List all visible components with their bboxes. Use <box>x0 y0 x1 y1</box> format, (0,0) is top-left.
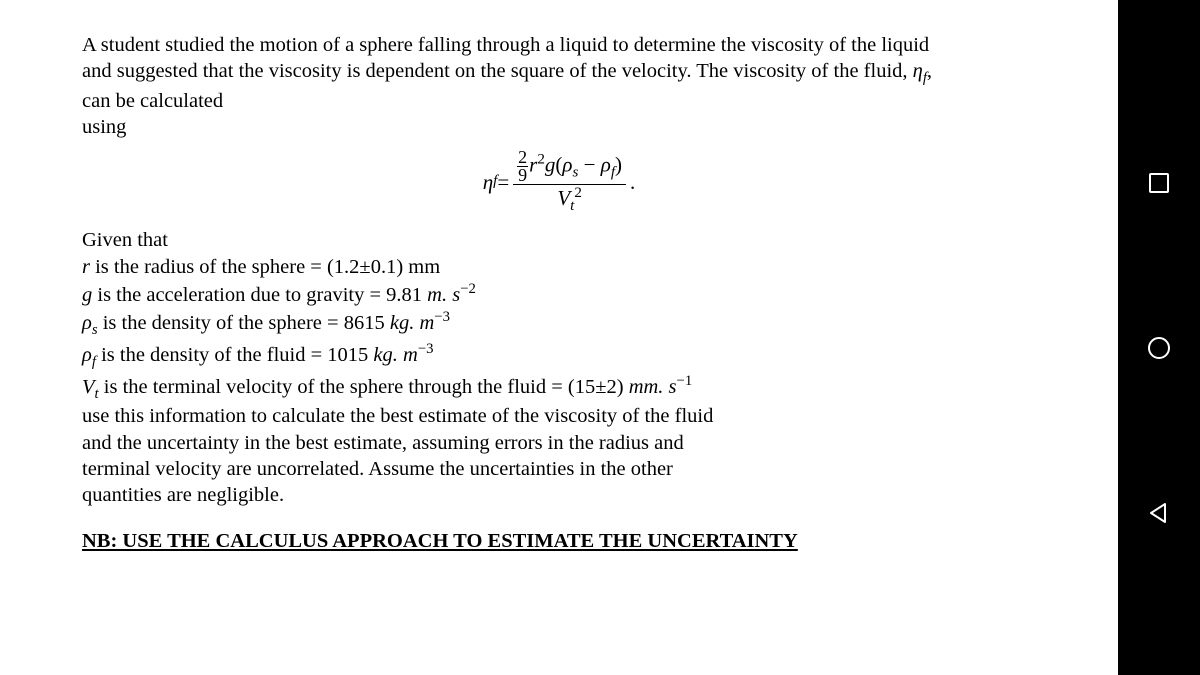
viscosity-formula: ηf = 2 9 r2g(ρs − ρf) Vt2 . <box>82 149 1036 216</box>
formula-rho-s: ρ <box>562 152 572 176</box>
given-use2: and the uncertainty in the best estimate… <box>82 430 1036 456</box>
given-vt-text: is the terminal velocity of the sphere t… <box>99 375 629 397</box>
formula-V: V <box>557 186 570 210</box>
given-ps-sym: ρ <box>82 312 92 334</box>
given-g-text: is the acceleration due to gravity = 9.8… <box>92 284 427 306</box>
two-ninths: 2 9 <box>517 149 528 184</box>
two-ninths-den: 9 <box>517 167 528 184</box>
given-g: g is the acceleration due to gravity = 9… <box>82 280 1036 308</box>
formula-period: . <box>630 169 635 196</box>
given-use4: quantities are negligible. <box>82 482 1036 508</box>
given-ps-unit: kg. m <box>390 312 434 334</box>
home-button[interactable] <box>1147 336 1171 360</box>
given-vt-sym: V <box>82 375 95 397</box>
intro-line1: A student studied the motion of a sphere… <box>82 34 929 56</box>
given-vt-unit-sup: −1 <box>677 373 693 389</box>
given-ps-text: is the density of the sphere = 8615 <box>98 312 390 334</box>
given-r: r is the radius of the sphere = (1.2±0.1… <box>82 254 1036 280</box>
formula-numerator: 2 9 r2g(ρs − ρf) <box>513 149 626 185</box>
given-g-unit: m. s <box>427 284 460 306</box>
formula-equals: = <box>497 169 509 196</box>
intro-line2-pre: and suggested that the viscosity is depe… <box>82 60 913 82</box>
eta-symbol: η <box>913 60 923 82</box>
formula-lhs-eta: η <box>483 169 493 196</box>
given-r-sym: r <box>82 256 90 278</box>
android-nav-bar <box>1118 0 1200 675</box>
given-pf-sym: ρ <box>82 344 92 366</box>
given-ps-unit-sup: −3 <box>434 309 450 325</box>
given-pf-text: is the density of the fluid = 1015 <box>96 344 373 366</box>
given-g-sym: g <box>82 284 92 306</box>
given-pf-unit-sup: −3 <box>418 341 434 357</box>
given-pf: ρf is the density of the fluid = 1015 kg… <box>82 340 1036 372</box>
square-icon <box>1149 173 1169 193</box>
recent-apps-button[interactable] <box>1147 171 1171 195</box>
back-button[interactable] <box>1147 501 1171 525</box>
formula-r-sup: 2 <box>537 151 545 167</box>
formula-rparen: ) <box>615 152 622 176</box>
intro-paragraph: A student studied the motion of a sphere… <box>82 32 1036 141</box>
given-pf-unit: kg. m <box>373 344 417 366</box>
given-vt: Vt is the terminal velocity of the spher… <box>82 372 1036 404</box>
given-vt-unit: mm. s <box>629 375 677 397</box>
given-r-text: is the radius of the sphere = (1.2±0.1) … <box>90 256 440 278</box>
formula-denominator: Vt2 <box>553 185 586 216</box>
given-g-unit-sup: −2 <box>460 281 476 297</box>
intro-line3: can be calculated <box>82 90 223 112</box>
document-page: A student studied the motion of a sphere… <box>0 0 1118 675</box>
given-block: Given that r is the radius of the sphere… <box>82 227 1036 508</box>
intro-line4: using <box>82 116 126 138</box>
formula-V-sup: 2 <box>574 185 582 201</box>
given-header: Given that <box>82 227 1036 253</box>
given-use1: use this information to calculate the be… <box>82 403 1036 429</box>
formula-main-fraction: 2 9 r2g(ρs − ρf) Vt2 <box>513 149 626 216</box>
formula-g: g <box>545 152 556 176</box>
given-use3: terminal velocity are uncorrelated. Assu… <box>82 456 1036 482</box>
triangle-icon <box>1147 501 1171 525</box>
formula-minus: − <box>578 152 600 176</box>
formula-rho-f: ρ <box>601 152 611 176</box>
intro-line2-post: , <box>927 60 932 82</box>
circle-icon <box>1148 337 1170 359</box>
given-ps: ρs is the density of the sphere = 8615 k… <box>82 308 1036 340</box>
nb-instruction: NB: USE THE CALCULUS APPROACH TO ESTIMAT… <box>82 528 1036 554</box>
